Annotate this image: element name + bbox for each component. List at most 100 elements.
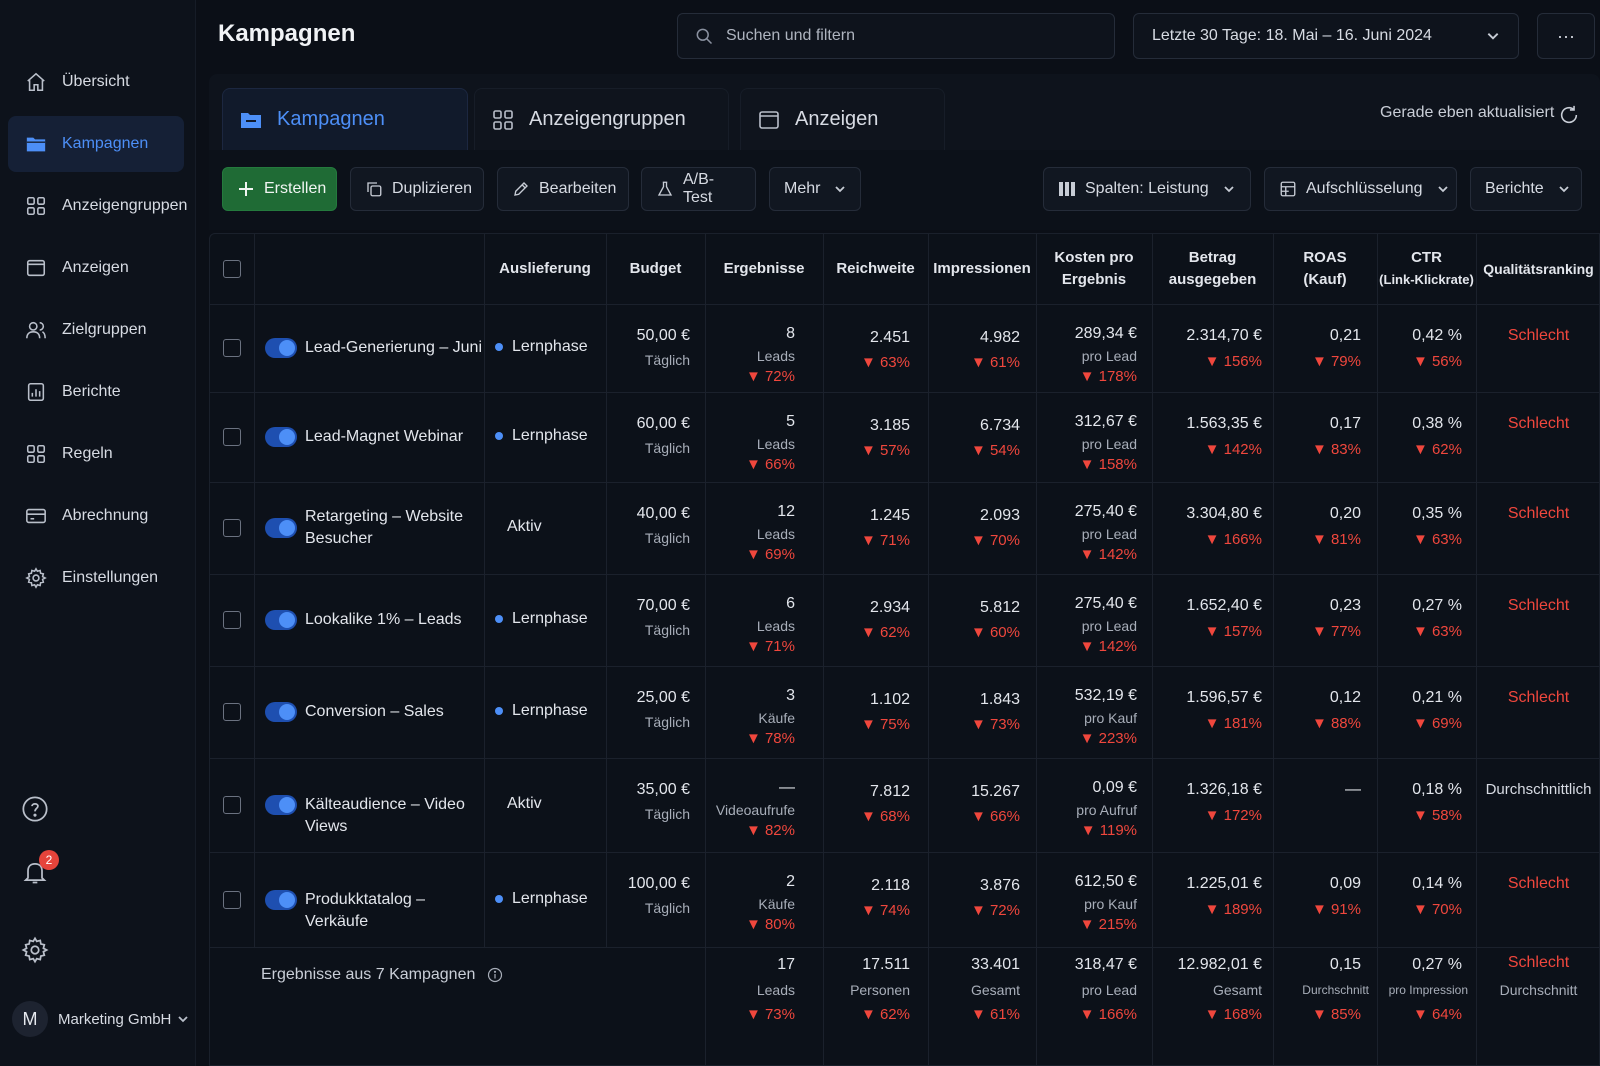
campaign-name[interactable]: Produkktatalog – Verkäufe: [305, 889, 483, 933]
header-ctr[interactable]: CTR (Link-Klickrate): [1377, 234, 1476, 304]
notification-badge: 2: [39, 850, 59, 870]
row-checkbox[interactable]: [223, 428, 241, 446]
header-line: (Link-Klickrate): [1379, 272, 1474, 287]
delivery-label: Lernphase: [512, 427, 588, 444]
impressions-delta: ▼ 61%: [970, 354, 1020, 371]
duplicate-button[interactable]: Duplizieren: [350, 167, 484, 211]
tab-ads[interactable]: Anzeigen: [740, 88, 945, 150]
reports-dropdown[interactable]: Berichte: [1470, 167, 1582, 211]
campaign-toggle[interactable]: [265, 338, 297, 358]
header-budget[interactable]: Budget: [629, 260, 682, 277]
learning-dot-icon: [495, 343, 503, 351]
total-amount-spent-unit: Gesamt: [1212, 982, 1262, 998]
header-line: Ergebnis: [1061, 271, 1127, 288]
campaign-name[interactable]: Lookalike 1% – Leads: [305, 609, 483, 631]
results-value: 5: [786, 413, 795, 430]
campaign-toggle[interactable]: [265, 427, 297, 447]
row-checkbox[interactable]: [223, 703, 241, 721]
sidebar-item-settings[interactable]: Einstellungen: [8, 550, 184, 606]
refresh-icon[interactable]: [1558, 104, 1580, 126]
edit-button[interactable]: Bearbeiten: [497, 167, 629, 211]
ctr-value: 0,42 %: [1412, 327, 1462, 344]
date-range-picker[interactable]: Letzte 30 Tage: 18. Mai – 16. Juni 2024: [1133, 13, 1519, 59]
users-icon: [25, 319, 47, 341]
search-input[interactable]: Suchen und filtern: [677, 13, 1115, 59]
help-icon[interactable]: [21, 795, 49, 823]
header-amount-spent[interactable]: Betrag ausgegeben: [1152, 234, 1273, 304]
chevron-down-icon: [1558, 183, 1570, 195]
campaign-toggle[interactable]: [265, 889, 297, 910]
header-impressions[interactable]: Impressionen: [933, 260, 1031, 277]
cost-per-result-value: 275,40 €: [1074, 595, 1137, 612]
delivery-status: Lernphase: [495, 427, 588, 445]
campaign-name[interactable]: Kälteaudience – Video Views: [305, 794, 483, 838]
impressions-value: 2.093: [979, 507, 1020, 524]
delivery-label: Lernphase: [512, 338, 588, 355]
avatar: M: [12, 1001, 48, 1037]
row-checkbox[interactable]: [223, 339, 241, 357]
sidebar-item-audiences[interactable]: Zielgruppen: [8, 302, 184, 358]
select-all-checkbox[interactable]: [223, 260, 241, 278]
tab-label: Kampagnen: [277, 108, 385, 130]
chevron-down-icon: [1437, 183, 1449, 195]
row-checkbox[interactable]: [223, 796, 241, 814]
results-unit: Leads: [756, 618, 795, 634]
sidebar-item-billing[interactable]: Abrechnung: [8, 488, 184, 544]
columns-dropdown[interactable]: Spalten: Leistung: [1043, 167, 1251, 211]
row-checkbox[interactable]: [223, 611, 241, 629]
more-dropdown[interactable]: Mehr: [769, 167, 861, 211]
campaign-name[interactable]: Lead-Magnet Webinar: [305, 426, 483, 448]
header-quality-ranking[interactable]: Qualitätsranking: [1483, 261, 1594, 277]
sidebar-item-ads[interactable]: Anzeigen: [8, 240, 184, 296]
sidebar-item-rules[interactable]: Regeln: [8, 426, 184, 482]
header-cost-per-result[interactable]: Kosten pro Ergebnis: [1036, 234, 1152, 304]
sidebar-item-campaigns[interactable]: Kampagnen: [8, 116, 184, 172]
total-ctr: 0,27 %: [1412, 956, 1462, 973]
quality-ranking: Schlecht: [1507, 415, 1570, 432]
budget-period: Täglich: [644, 622, 690, 638]
header-roas[interactable]: ROAS (Kauf): [1273, 234, 1377, 304]
info-icon[interactable]: [487, 967, 503, 983]
delivery-status: Lernphase: [495, 610, 588, 628]
campaign-name[interactable]: Retargeting – Website Besucher: [305, 506, 483, 550]
cost-per-result-delta: ▼ 178%: [1079, 368, 1137, 385]
impressions-delta: ▼ 66%: [970, 808, 1020, 825]
sidebar-item-overview[interactable]: Übersicht: [8, 54, 184, 110]
campaign-name[interactable]: Conversion – Sales: [305, 701, 483, 723]
campaign-toggle[interactable]: [265, 518, 297, 538]
sidebar-item-adgroups[interactable]: Anzeigengruppen: [8, 178, 188, 234]
cost-per-result-delta: ▼ 142%: [1079, 546, 1137, 563]
roas-value: 0,21: [1329, 327, 1361, 344]
account-switcher[interactable]: M Marketing GmbH: [12, 1001, 189, 1037]
campaign-name[interactable]: Lead-Generierung – Juni: [305, 337, 483, 359]
header-reach[interactable]: Reichweite: [836, 260, 915, 277]
ctr-value: 0,14 %: [1412, 875, 1462, 892]
results-value: 8: [786, 325, 795, 342]
row-checkbox[interactable]: [223, 519, 241, 537]
campaign-toggle[interactable]: [265, 702, 297, 722]
impressions-value: 15.267: [971, 783, 1020, 800]
sidebar-item-label: Anzeigengruppen: [62, 197, 188, 214]
sidebar-item-reports[interactable]: Berichte: [8, 364, 184, 420]
campaign-toggle[interactable]: [265, 610, 297, 630]
more-options-button[interactable]: ···: [1537, 13, 1595, 59]
breakdown-dropdown[interactable]: Aufschlüsselung: [1264, 167, 1457, 211]
settings-gear-icon[interactable]: [21, 936, 49, 964]
breakdown-icon: [1279, 180, 1297, 198]
header-results[interactable]: Ergebnisse: [723, 260, 805, 277]
campaign-toggle[interactable]: [265, 795, 297, 815]
tab-campaigns[interactable]: Kampagnen: [222, 88, 468, 150]
roas-delta: ▼ 83%: [1311, 441, 1361, 458]
ab-test-button[interactable]: A/B-Test: [641, 167, 756, 211]
tab-adgroups[interactable]: Anzeigengruppen: [474, 88, 729, 150]
plus-icon: [237, 180, 255, 198]
row-checkbox[interactable]: [223, 890, 241, 909]
create-button[interactable]: Erstellen: [222, 167, 337, 211]
header-delivery[interactable]: Auslieferung: [499, 260, 591, 277]
bell-icon[interactable]: [21, 858, 49, 886]
roas-value: —: [1345, 781, 1361, 798]
total-amount-spent: 12.982,01 €: [1177, 956, 1262, 973]
roas-delta: ▼ 79%: [1311, 353, 1361, 370]
impressions-value: 1.843: [979, 691, 1020, 708]
ctr-delta: ▼ 70%: [1412, 901, 1462, 918]
